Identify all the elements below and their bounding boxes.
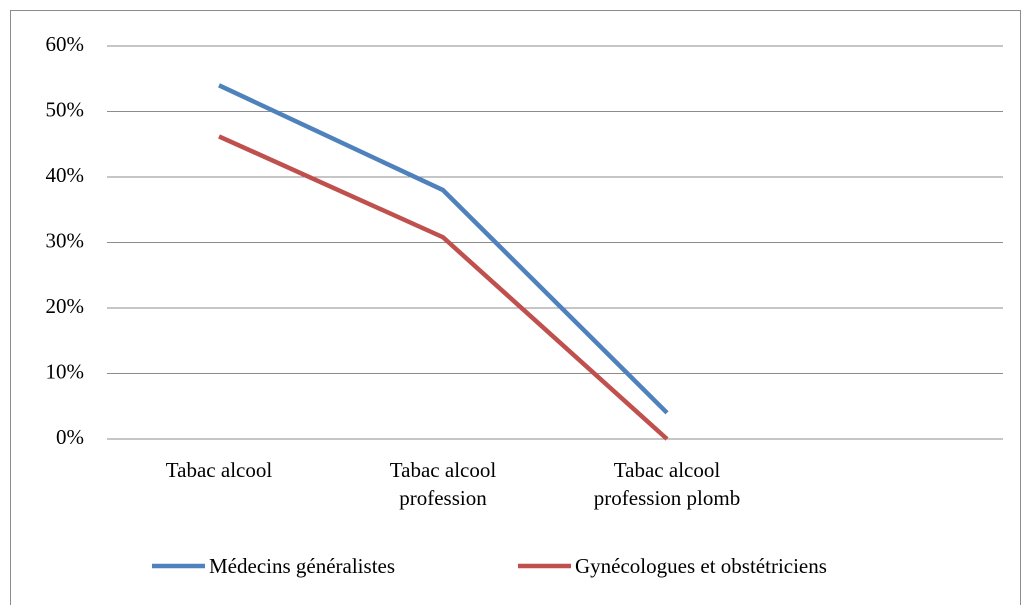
x-tick-label: Tabac alcool bbox=[165, 458, 273, 482]
y-tick-label: 20% bbox=[46, 294, 85, 318]
x-tick-label: Tabac alcool profession bbox=[389, 458, 497, 510]
series-line bbox=[218, 83, 669, 415]
y-tick-label: 30% bbox=[46, 228, 85, 252]
y-tick-label: 10% bbox=[46, 359, 85, 383]
x-tick-label-box: Tabac alcool profession bbox=[389, 458, 497, 510]
x-tick-label: Tabac alcool profession plomb bbox=[593, 458, 741, 510]
legend-label: Médecins généralistes bbox=[209, 554, 395, 578]
y-tick-label: 40% bbox=[46, 163, 85, 187]
x-tick-label-box: Tabac alcool profession plomb bbox=[593, 458, 741, 510]
x-tick-label-box: Tabac alcool bbox=[165, 458, 273, 482]
series-line bbox=[218, 134, 669, 441]
y-tick-label: 0% bbox=[56, 425, 84, 449]
legend-label: Gynécologues et obstétriciens bbox=[575, 554, 827, 578]
y-tick-label: 60% bbox=[46, 32, 85, 56]
y-tick-label: 50% bbox=[46, 97, 85, 121]
